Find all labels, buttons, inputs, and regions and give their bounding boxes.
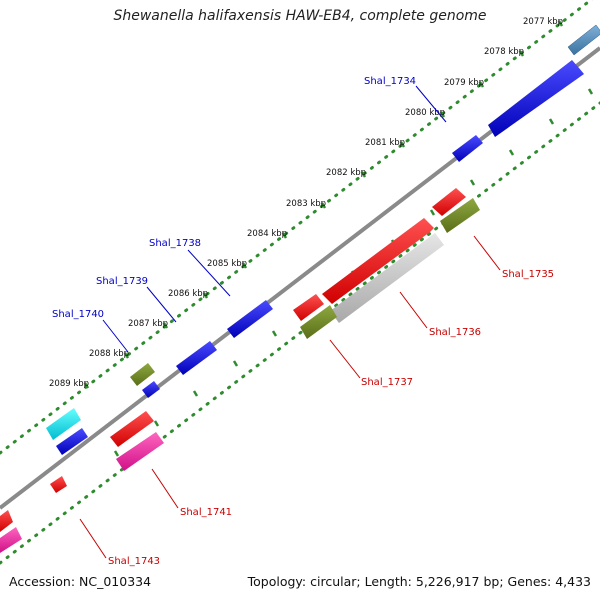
gene-shal-1736[interactable]: [322, 218, 434, 304]
gene-shal-1737-feature[interactable]: [300, 305, 337, 339]
label-shal-1740[interactable]: Shal_1740: [52, 309, 104, 320]
scale-tick-mark: [508, 149, 515, 156]
scale-tick-mark: [548, 118, 555, 125]
scale-tick-mark: [360, 171, 367, 178]
gene-shal-1734[interactable]: [488, 60, 584, 137]
gene-shal-1737[interactable]: [293, 294, 324, 321]
gene-1733[interactable]: [567, 24, 600, 56]
scale-tick-mark: [123, 352, 130, 359]
gene-shal-1736-feature[interactable]: [330, 233, 444, 323]
scale-tick-mark: [478, 81, 485, 88]
scale-tick-mark: [281, 232, 288, 239]
scale-tick-mark: [192, 390, 199, 397]
scale-tick-mark: [202, 292, 209, 299]
gene-blue-left[interactable]: [56, 428, 88, 455]
scale-tick-mark: [587, 88, 594, 95]
gene-red-edge[interactable]: [0, 510, 13, 532]
scale-track-inner: [0, 101, 600, 565]
scale-tick-mark: [429, 209, 436, 216]
genome-stats-text: Topology: circular; Length: 5,226,917 bp…: [247, 574, 591, 589]
scale-tick-mark: [518, 50, 525, 57]
scale-tick-label: 2082 kbp: [326, 168, 366, 178]
label-leaders: [79, 85, 501, 559]
scale-tick-mark: [271, 330, 278, 337]
scale-tick-mark: [469, 179, 476, 186]
gene-shal-1740[interactable]: [130, 363, 155, 386]
scale-tick-mark: [320, 202, 327, 209]
scale-tick-label: 2085 kbp: [207, 259, 247, 269]
label-shal-1737[interactable]: Shal_1737: [361, 377, 413, 388]
gene-shal-1734-partial[interactable]: [452, 135, 483, 162]
gene-cyan[interactable]: [46, 408, 81, 440]
label-shal-1739[interactable]: Shal_1739: [96, 276, 148, 287]
scale-tick-label: 2084 kbp: [247, 229, 287, 239]
gene-shal-1735[interactable]: [432, 188, 466, 216]
scale-tick-label: 2079 kbp: [444, 78, 484, 88]
label-shal-1738[interactable]: Shal_1738: [149, 238, 201, 249]
gene-shal-1735-feature[interactable]: [440, 198, 480, 233]
scale-tick-mark: [153, 420, 160, 427]
gene-shal-1739[interactable]: [176, 341, 217, 375]
scale-tick-label: 2086 kbp: [168, 289, 208, 299]
gene-shal-1741[interactable]: [110, 411, 154, 447]
label-shal-1736[interactable]: Shal_1736: [429, 327, 481, 338]
label-shal-1741[interactable]: Shal_1741: [180, 507, 232, 518]
scale-tick-label: 2080 kbp: [405, 108, 445, 118]
gene-small-blue[interactable]: [142, 381, 160, 398]
scale-tick-label: 2089 kbp: [49, 379, 89, 389]
label-shal-1735[interactable]: Shal_1735: [502, 269, 554, 280]
scale-tick-label: 2081 kbp: [365, 138, 405, 148]
gene-pink-edge[interactable]: [0, 527, 22, 553]
scale-tick-label: 2077 kbp: [523, 17, 563, 27]
scale-tick-labels: 2077 kbp 2078 kbp 2079 kbp 2080 kbp 2081 kbp…: [49, 17, 563, 389]
scale-tick-mark: [83, 382, 90, 389]
gene-shal-1741-feature[interactable]: [116, 432, 164, 471]
gene-small-red[interactable]: [50, 476, 67, 493]
scale-tick-mark: [557, 20, 564, 27]
scale-tick-label: 2088 kbp: [89, 349, 129, 359]
scale-tick-label: 2078 kbp: [484, 47, 524, 57]
scale-tick-mark: [439, 111, 446, 118]
scale-tick-mark: [232, 360, 239, 367]
map-title: Shewanella halifaxensis HAW-EB4, complet…: [113, 8, 487, 24]
scale-tick-mark: [241, 262, 248, 269]
scale-tick-mark: [162, 322, 169, 329]
gene-shal-1738[interactable]: [227, 300, 273, 338]
scale-tick-mark: [399, 141, 406, 148]
scale-tick-mark: [113, 450, 120, 457]
scale-tick-label: 2087 kbp: [128, 319, 168, 329]
label-shal-1743[interactable]: Shal_1743: [108, 556, 160, 567]
label-shal-1734[interactable]: Shal_1734: [364, 76, 416, 87]
scale-tick-label: 2083 kbp: [286, 199, 326, 209]
scale-track-outer: [0, 0, 594, 455]
accession-text: Accession: NC_010334: [9, 574, 152, 589]
